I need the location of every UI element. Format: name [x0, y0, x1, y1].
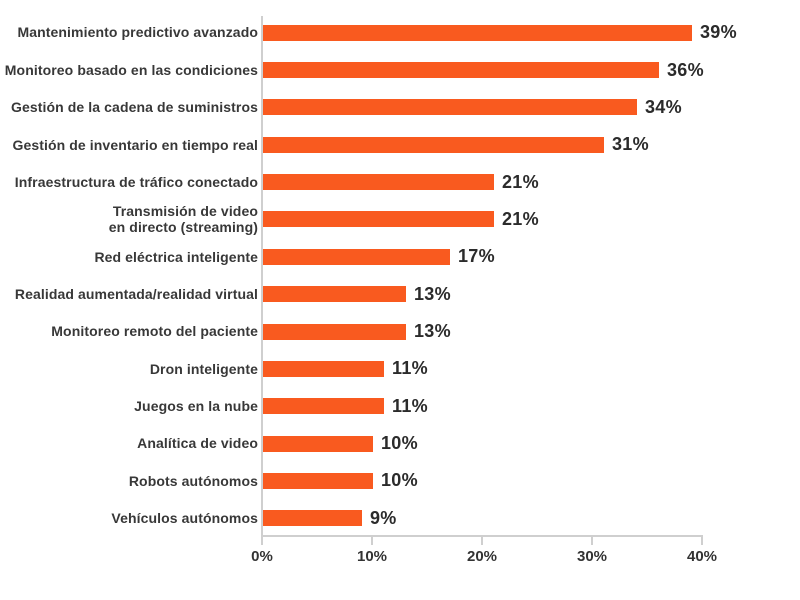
bar: [263, 435, 373, 452]
bar-row: Robots autónomos 10%: [0, 462, 800, 499]
bar-row: Analítica de video 10%: [0, 425, 800, 462]
bar: [263, 323, 406, 340]
category-label: Mantenimiento predictivo avanzado: [17, 24, 258, 41]
category-label: Robots autónomos: [128, 472, 258, 489]
bar-row: Gestión de la cadena de suministros 34%: [0, 89, 800, 126]
value-label: 34%: [645, 96, 682, 117]
category-label: Infraestructura de tráfico conectado: [14, 173, 258, 190]
bar-row: Monitoreo remoto del paciente 13%: [0, 313, 800, 350]
bar-track: 31%: [263, 134, 800, 155]
bar-track: 11%: [263, 358, 800, 379]
value-label: 36%: [667, 59, 704, 80]
bar-row: Dron inteligente 11%: [0, 350, 800, 387]
bar: [263, 136, 604, 153]
x-axis-tick-label: 0%: [251, 548, 273, 565]
value-label: 13%: [414, 321, 451, 342]
category-label: Dron inteligente: [149, 360, 258, 377]
bar: [263, 360, 384, 377]
category-label: Gestión de inventario en tiempo real: [12, 136, 258, 153]
bar-track: 9%: [263, 508, 800, 529]
bar-row: Gestión de inventario en tiempo real 31%: [0, 126, 800, 163]
bar: [263, 472, 373, 489]
bar: [263, 398, 384, 415]
value-label: 11%: [392, 395, 428, 416]
bar-track: 39%: [263, 22, 800, 43]
value-label: 10%: [381, 470, 418, 491]
bar-row: Monitoreo basado en las condiciones 36%: [0, 51, 800, 88]
bar-track: 34%: [263, 97, 800, 118]
x-axis-tick-label: 30%: [576, 548, 608, 565]
bar: [263, 24, 692, 41]
bar-row: Mantenimiento predictivo avanzado 39%: [0, 14, 800, 51]
bar: [263, 286, 406, 303]
bar-track: 21%: [263, 172, 800, 193]
category-label: Gestión de la cadena de suministros: [10, 99, 258, 116]
bar: [263, 99, 637, 116]
category-label: Monitoreo remoto del paciente: [51, 323, 258, 340]
bar-row: Red eléctrica inteligente 17%: [0, 238, 800, 275]
bar-row: Vehículos autónomos 9%: [0, 500, 800, 537]
bar-row: Realidad aumentada/realidad virtual 13%: [0, 276, 800, 313]
bar-row: Transmisión de video en directo (streami…: [0, 201, 800, 238]
value-label: 17%: [458, 246, 495, 267]
value-label: 21%: [502, 208, 539, 229]
value-label: 39%: [700, 22, 737, 43]
bar: [263, 211, 494, 228]
bar: [263, 510, 362, 527]
bar-row: Juegos en la nube 11%: [0, 388, 800, 425]
bar-track: 36%: [263, 60, 800, 81]
bar-track: 10%: [263, 470, 800, 491]
category-label: Analítica de video: [137, 435, 258, 452]
bar-track: 21%: [263, 209, 800, 230]
bar-track: 10%: [263, 433, 800, 454]
bar: [263, 248, 450, 265]
value-label: 13%: [414, 283, 451, 304]
x-axis-tick: [371, 535, 373, 545]
chart-rows: Mantenimiento predictivo avanzado 39% Moni…: [0, 14, 800, 537]
value-label: 11%: [392, 358, 428, 379]
category-label: Realidad aumentada/realidad virtual: [14, 285, 258, 302]
bar: [263, 174, 494, 191]
bar-track: 11%: [263, 396, 800, 417]
value-label: 21%: [502, 171, 539, 192]
category-label: Transmisión de video en directo (streami…: [108, 202, 258, 236]
category-label: Red eléctrica inteligente: [94, 248, 258, 265]
value-label: 9%: [370, 507, 397, 528]
category-label: Juegos en la nube: [134, 398, 258, 415]
bar: [263, 62, 659, 79]
y-axis-line: [261, 16, 263, 537]
category-label: Vehículos autónomos: [111, 510, 258, 527]
value-label: 10%: [381, 433, 418, 454]
x-axis-tick: [701, 535, 703, 545]
bar-row: Infraestructura de tráfico conectado 21%: [0, 163, 800, 200]
x-axis-tick-label: 40%: [686, 548, 718, 565]
category-label: Monitoreo basado en las condiciones: [4, 61, 258, 78]
value-label: 31%: [612, 134, 649, 155]
x-axis-tick-label: 10%: [356, 548, 388, 565]
bar-track: 17%: [263, 246, 800, 267]
x-axis-tick-label: 20%: [466, 548, 498, 565]
bar-track: 13%: [263, 321, 800, 342]
x-axis-tick: [591, 535, 593, 545]
bar-track: 13%: [263, 284, 800, 305]
x-axis-tick: [261, 535, 263, 545]
x-axis-tick: [481, 535, 483, 545]
